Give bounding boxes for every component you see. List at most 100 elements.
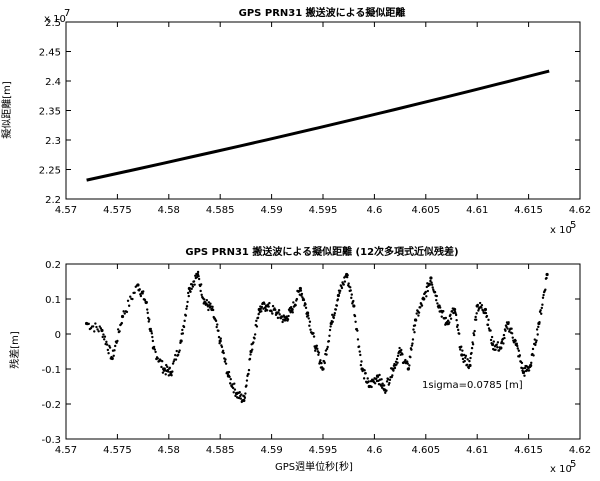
chart-bottom-trace-dot — [533, 338, 536, 341]
chart-bottom-trace-dot — [194, 274, 197, 278]
chart-bottom-trace-dot — [342, 283, 345, 286]
chart-bottom-trace-dot — [518, 354, 522, 357]
chart-bottom-trace-dot — [385, 389, 388, 392]
chart-bottom-trace-dot — [471, 341, 474, 344]
chart-bottom-trace-dot — [186, 291, 190, 295]
chart-top-xtick-label: 4.585 — [206, 205, 235, 216]
chart-bottom-trace-dot — [338, 289, 342, 293]
chart-top-xtick-label: 4.58 — [158, 205, 180, 216]
chart-bottom-trace-dot — [189, 290, 192, 293]
chart-bottom-trace-dot — [511, 336, 514, 339]
chart-bottom-trace-dot — [252, 341, 255, 344]
chart-top-ytick-label: 2.35 — [39, 107, 61, 118]
chart-bottom-trace-dot — [334, 308, 338, 311]
chart-top-xtick-label: 4.615 — [514, 205, 543, 216]
chart-bottom-trace-dot — [151, 339, 155, 343]
chart-bottom-trace-dot — [233, 388, 237, 391]
chart-bottom-trace-dot — [123, 312, 126, 315]
chart-bottom-trace-dot — [502, 333, 506, 337]
chart-bottom-trace-dot — [381, 382, 384, 385]
chart-bottom-trace-dot — [468, 359, 471, 363]
chart-bottom-trace-dot — [392, 369, 395, 372]
chart-bottom-trace-dot — [302, 298, 306, 302]
chart-bottom-point — [429, 276, 433, 280]
chart-bottom-trace-dot — [446, 319, 450, 322]
chart-bottom-trace-dot — [321, 368, 324, 371]
chart-bottom-trace-dot — [323, 361, 326, 365]
chart-bottom-trace-dot — [405, 360, 409, 363]
chart-bottom-trace-dot — [540, 306, 544, 310]
chart-bottom-trace-dot — [200, 293, 203, 297]
chart-bottom-trace-dot — [232, 391, 235, 394]
chart-top-xtick-label: 4.595 — [309, 205, 338, 216]
chart-bottom-trace-dot — [193, 283, 196, 286]
chart-bottom-trace-dot — [460, 345, 463, 348]
chart-bottom-trace-dot — [448, 321, 451, 324]
chart-bottom-trace-dot — [283, 315, 286, 319]
chart-bottom-trace-dot — [143, 298, 147, 302]
chart-bottom-trace-dot — [209, 302, 212, 305]
chart-bottom-trace-dot — [217, 335, 221, 339]
chart-bottom-trace-dot — [527, 369, 531, 372]
chart-bottom-trace-dot — [122, 310, 125, 313]
chart-bottom-trace-dot — [500, 340, 504, 343]
chart-bottom-trace-dot — [325, 353, 328, 356]
chart-bottom-trace-dot — [265, 309, 269, 312]
chart-bottom-trace-dot — [433, 290, 437, 294]
chart-bottom-trace-dot — [545, 276, 548, 280]
chart-bottom-trace-dot — [396, 354, 400, 358]
chart-bottom-trace-dot — [544, 288, 547, 291]
chart-bottom-trace-dot — [474, 318, 478, 321]
chart-bottom-trace-dot — [224, 362, 228, 365]
chart-bottom-trace-dot — [203, 298, 206, 301]
chart-bottom-trace-dot — [276, 316, 280, 320]
chart-bottom-trace-dot — [407, 367, 411, 370]
chart-bottom-trace-dot — [464, 354, 468, 358]
chart-bottom-trace-dot — [449, 313, 452, 317]
chart-bottom-trace-dot — [126, 299, 130, 302]
chart-bottom-trace-dot — [492, 340, 495, 343]
chart-bottom-trace-dot — [516, 344, 519, 348]
chart-bottom-trace-dot — [160, 360, 164, 363]
chart-bottom-trace-dot — [95, 325, 98, 329]
chart-bottom-trace-dot — [412, 328, 415, 331]
chart-bottom-x-multiplier-exp: 5 — [570, 459, 576, 470]
chart-bottom-trace-dot — [540, 312, 543, 315]
chart-bottom-trace-dot — [480, 304, 484, 307]
chart-bottom-trace-dot — [373, 382, 377, 385]
chart-bottom-trace-dot — [435, 294, 439, 298]
chart-top-y-multiplier: x 10 — [44, 14, 66, 25]
chart-bottom-point — [298, 286, 302, 291]
chart-bottom-trace-dot — [304, 303, 307, 306]
chart-bottom-trace-dot — [400, 348, 403, 352]
chart-bottom-point — [483, 307, 488, 312]
chart-bottom-trace-dot — [516, 347, 520, 350]
chart-bottom-trace-dot — [294, 304, 297, 307]
chart-bottom-trace-dot — [260, 310, 263, 313]
chart-bottom-trace-dot — [142, 290, 145, 293]
chart-bottom-trace-dot — [97, 330, 100, 333]
chart-bottom-trace-dot — [349, 289, 352, 292]
chart-bottom-trace-dot — [160, 365, 163, 369]
chart-bottom-trace-dot — [156, 357, 159, 360]
chart-bottom-xtick-label: 4.62 — [569, 445, 591, 456]
chart-bottom-trace-dot — [170, 374, 173, 377]
chart-bottom-trace-dot — [165, 363, 168, 367]
chart-bottom-trace-dot — [309, 328, 312, 331]
chart-bottom-trace-dot — [327, 339, 331, 343]
chart-bottom-point — [187, 286, 191, 291]
chart-bottom-trace-dot — [103, 335, 107, 338]
chart-bottom-trace-dot — [91, 325, 95, 328]
chart-bottom-trace-dot — [131, 297, 134, 301]
chart-bottom-trace-dot — [185, 305, 189, 308]
chart-bottom-trace-dot — [454, 313, 458, 317]
chart-bottom-xtick-label: 4.58 — [158, 445, 180, 456]
chart-bottom-trace-dot — [465, 363, 469, 366]
chart-bottom-trace-dot — [461, 357, 465, 361]
chart-bottom-trace-dot — [239, 397, 242, 400]
chart-bottom-trace-dot — [247, 368, 251, 372]
chart-bottom-trace-dot — [244, 392, 247, 395]
chart-top-title: GPS PRN31 搬送波による擬似距離 — [239, 6, 406, 19]
chart-top-plot: 4.57 4.575 4.58 4.585 4.59 4.595 4.6 4.605 4.61 4… — [39, 18, 591, 216]
